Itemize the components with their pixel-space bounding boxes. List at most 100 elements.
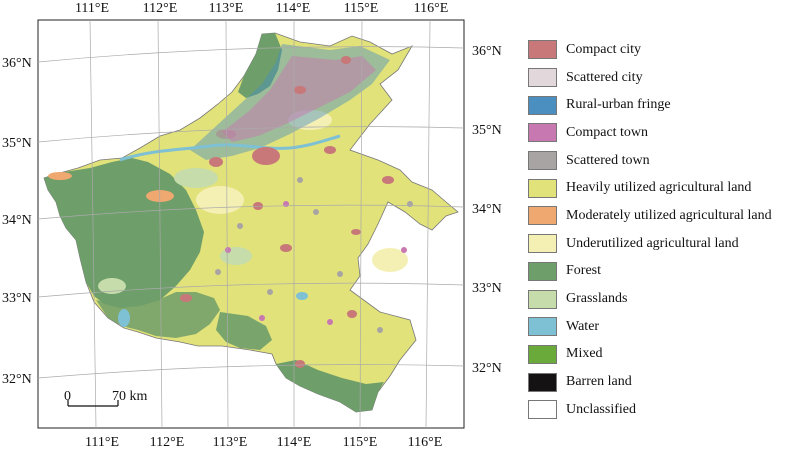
lon-label: 111°E xyxy=(75,1,109,16)
left-lat-labels: 36°N 35°N 34°N 33°N 32°N xyxy=(2,56,32,387)
map-frame xyxy=(37,19,465,429)
parallel-32 xyxy=(37,364,465,379)
city-zhengzhou xyxy=(252,147,280,165)
legend-item-scattered-town: Scattered town xyxy=(528,147,772,175)
right-lat-labels: 36°N 35°N 34°N 33°N 32°N xyxy=(472,44,502,376)
legend-swatch xyxy=(528,372,557,392)
town xyxy=(215,269,221,275)
legend-item-grasslands: Grasslands xyxy=(528,285,772,313)
reservoir xyxy=(118,309,130,327)
meridian-113 xyxy=(225,19,229,429)
legend-swatch xyxy=(528,178,557,198)
legend-swatch xyxy=(528,40,557,60)
lat-label: 34°N xyxy=(472,202,502,217)
lat-label: 36°N xyxy=(2,56,32,71)
parallel-33 xyxy=(37,282,465,298)
city xyxy=(295,360,305,368)
lat-label: 36°N xyxy=(472,44,502,59)
graticule xyxy=(37,19,465,429)
province-map xyxy=(43,32,459,413)
lon-label: 111°E xyxy=(85,435,119,450)
lon-label: 113°E xyxy=(213,435,248,450)
town xyxy=(407,201,413,207)
scattered-towns xyxy=(215,177,413,333)
legend-swatch xyxy=(528,344,557,364)
parallel-36 xyxy=(37,46,465,63)
legend-label: Forest xyxy=(566,263,601,279)
grassland-patch xyxy=(98,278,126,294)
city xyxy=(280,244,292,252)
forest-south xyxy=(276,360,384,412)
yellow-river xyxy=(119,134,341,162)
forest-west-lower xyxy=(96,292,220,338)
legend-item-forest: Forest xyxy=(528,258,772,286)
meridian-115 xyxy=(359,19,363,429)
city xyxy=(209,157,223,167)
legend-swatch xyxy=(528,151,557,171)
lon-label: 115°E xyxy=(344,1,379,16)
city xyxy=(351,229,361,235)
city xyxy=(347,310,357,318)
legend-swatch xyxy=(528,400,557,420)
meridian-112 xyxy=(157,19,163,429)
legend-item-moderately-utilized-agri: Moderately utilized agricultural land xyxy=(528,202,772,230)
reservoir xyxy=(296,292,308,300)
lat-label: 33°N xyxy=(472,281,502,296)
legend-label: Underutilized agricultural land xyxy=(566,235,739,251)
grassland-patch xyxy=(220,247,252,265)
legend-item-heavily-utilized-agri: Heavily utilized agricultural land xyxy=(528,174,772,202)
legend: Compact city Scattered city Rural-urban … xyxy=(528,36,772,424)
city xyxy=(294,86,306,94)
town xyxy=(225,247,231,253)
legend-swatch xyxy=(528,206,557,226)
city xyxy=(341,56,351,64)
top-lon-labels: 111°E 112°E 113°E 114°E 115°E 116°E xyxy=(75,1,448,16)
underutilized-patch xyxy=(196,186,244,214)
legend-label: Moderately utilized agricultural land xyxy=(566,207,772,223)
forest-north xyxy=(238,33,282,98)
lat-label: 35°N xyxy=(472,123,502,138)
town xyxy=(337,271,343,277)
lat-label: 33°N xyxy=(2,291,32,306)
legend-label: Compact city xyxy=(566,41,642,57)
city xyxy=(324,146,336,154)
legend-item-water: Water xyxy=(528,313,772,341)
town xyxy=(401,247,407,253)
legend-label: Grasslands xyxy=(566,291,628,307)
parallel-34 xyxy=(37,204,465,220)
legend-item-unclassified: Unclassified xyxy=(528,396,772,424)
legend-label: Barren land xyxy=(566,374,632,390)
lat-label: 34°N xyxy=(2,213,32,228)
lat-label: 35°N xyxy=(2,136,32,151)
city xyxy=(180,294,192,302)
lon-label: 115°E xyxy=(343,435,378,450)
town xyxy=(283,201,289,207)
lon-label: 116°E xyxy=(414,1,449,16)
legend-label: Scattered town xyxy=(566,152,650,168)
legend-item-compact-town: Compact town xyxy=(528,119,772,147)
scale-bar-start-label: 0 xyxy=(64,389,71,404)
legend-item-underutilized-agri: Underutilized agricultural land xyxy=(528,230,772,258)
legend-item-rural-urban-fringe: Rural-urban fringe xyxy=(528,91,772,119)
meridian-111 xyxy=(89,19,97,429)
parallel-35 xyxy=(37,126,465,143)
legend-swatch xyxy=(528,317,557,337)
legend-swatch xyxy=(528,234,557,254)
town xyxy=(267,289,273,295)
lon-label: 116°E xyxy=(408,435,443,450)
legend-item-compact-city: Compact city xyxy=(528,36,772,64)
town xyxy=(259,315,265,321)
forest-southwest xyxy=(216,312,272,350)
lon-label: 114°E xyxy=(277,435,312,450)
town xyxy=(313,209,319,215)
legend-label: Scattered city xyxy=(566,69,643,85)
legend-item-mixed: Mixed xyxy=(528,341,772,369)
lat-label: 32°N xyxy=(472,361,502,376)
legend-label: Water xyxy=(566,318,600,334)
lon-label: 113°E xyxy=(209,1,244,16)
underutilized-patch xyxy=(372,248,408,272)
legend-swatch xyxy=(528,68,557,88)
scale-bar-end-label: 70 km xyxy=(112,389,148,404)
town xyxy=(327,319,333,325)
town xyxy=(377,327,383,333)
